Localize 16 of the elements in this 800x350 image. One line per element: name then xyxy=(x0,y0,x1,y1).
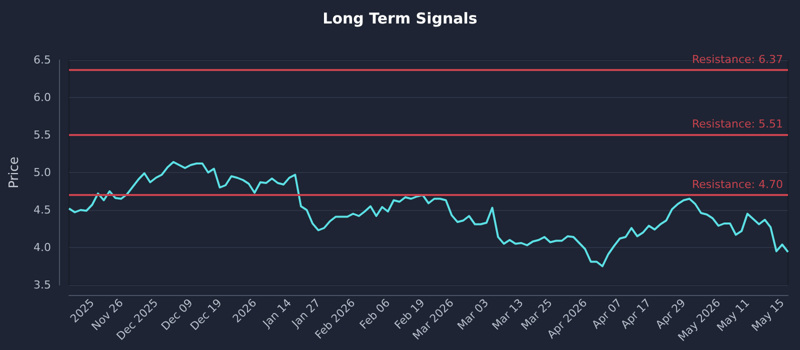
y-tick-label: 3.5 xyxy=(34,278,51,292)
x-tick-label: Feb 06 xyxy=(357,296,393,332)
y-tick-label: 6.0 xyxy=(34,91,51,104)
chart-title: Long Term Signals xyxy=(322,10,478,28)
y-tick-label: 4.0 xyxy=(34,241,51,254)
x-tick-label: Apr 17 xyxy=(618,296,654,332)
ref-line-label: Resistance: 5.51 xyxy=(692,117,783,130)
y-tick-label: 5.5 xyxy=(34,128,51,142)
y-tick-label: 4.5 xyxy=(34,204,51,216)
line-series xyxy=(68,161,789,268)
x-tick-label: Mar 03 xyxy=(454,296,492,333)
ref-line-label: Resistance: 6.37 xyxy=(692,52,783,66)
y-tick-label: 6.5 xyxy=(34,54,51,66)
ref-line-label: Resistance: 4.70 xyxy=(692,178,783,191)
y-axis-title: Price xyxy=(7,156,22,188)
y-tick-label: 5.0 xyxy=(34,166,51,179)
